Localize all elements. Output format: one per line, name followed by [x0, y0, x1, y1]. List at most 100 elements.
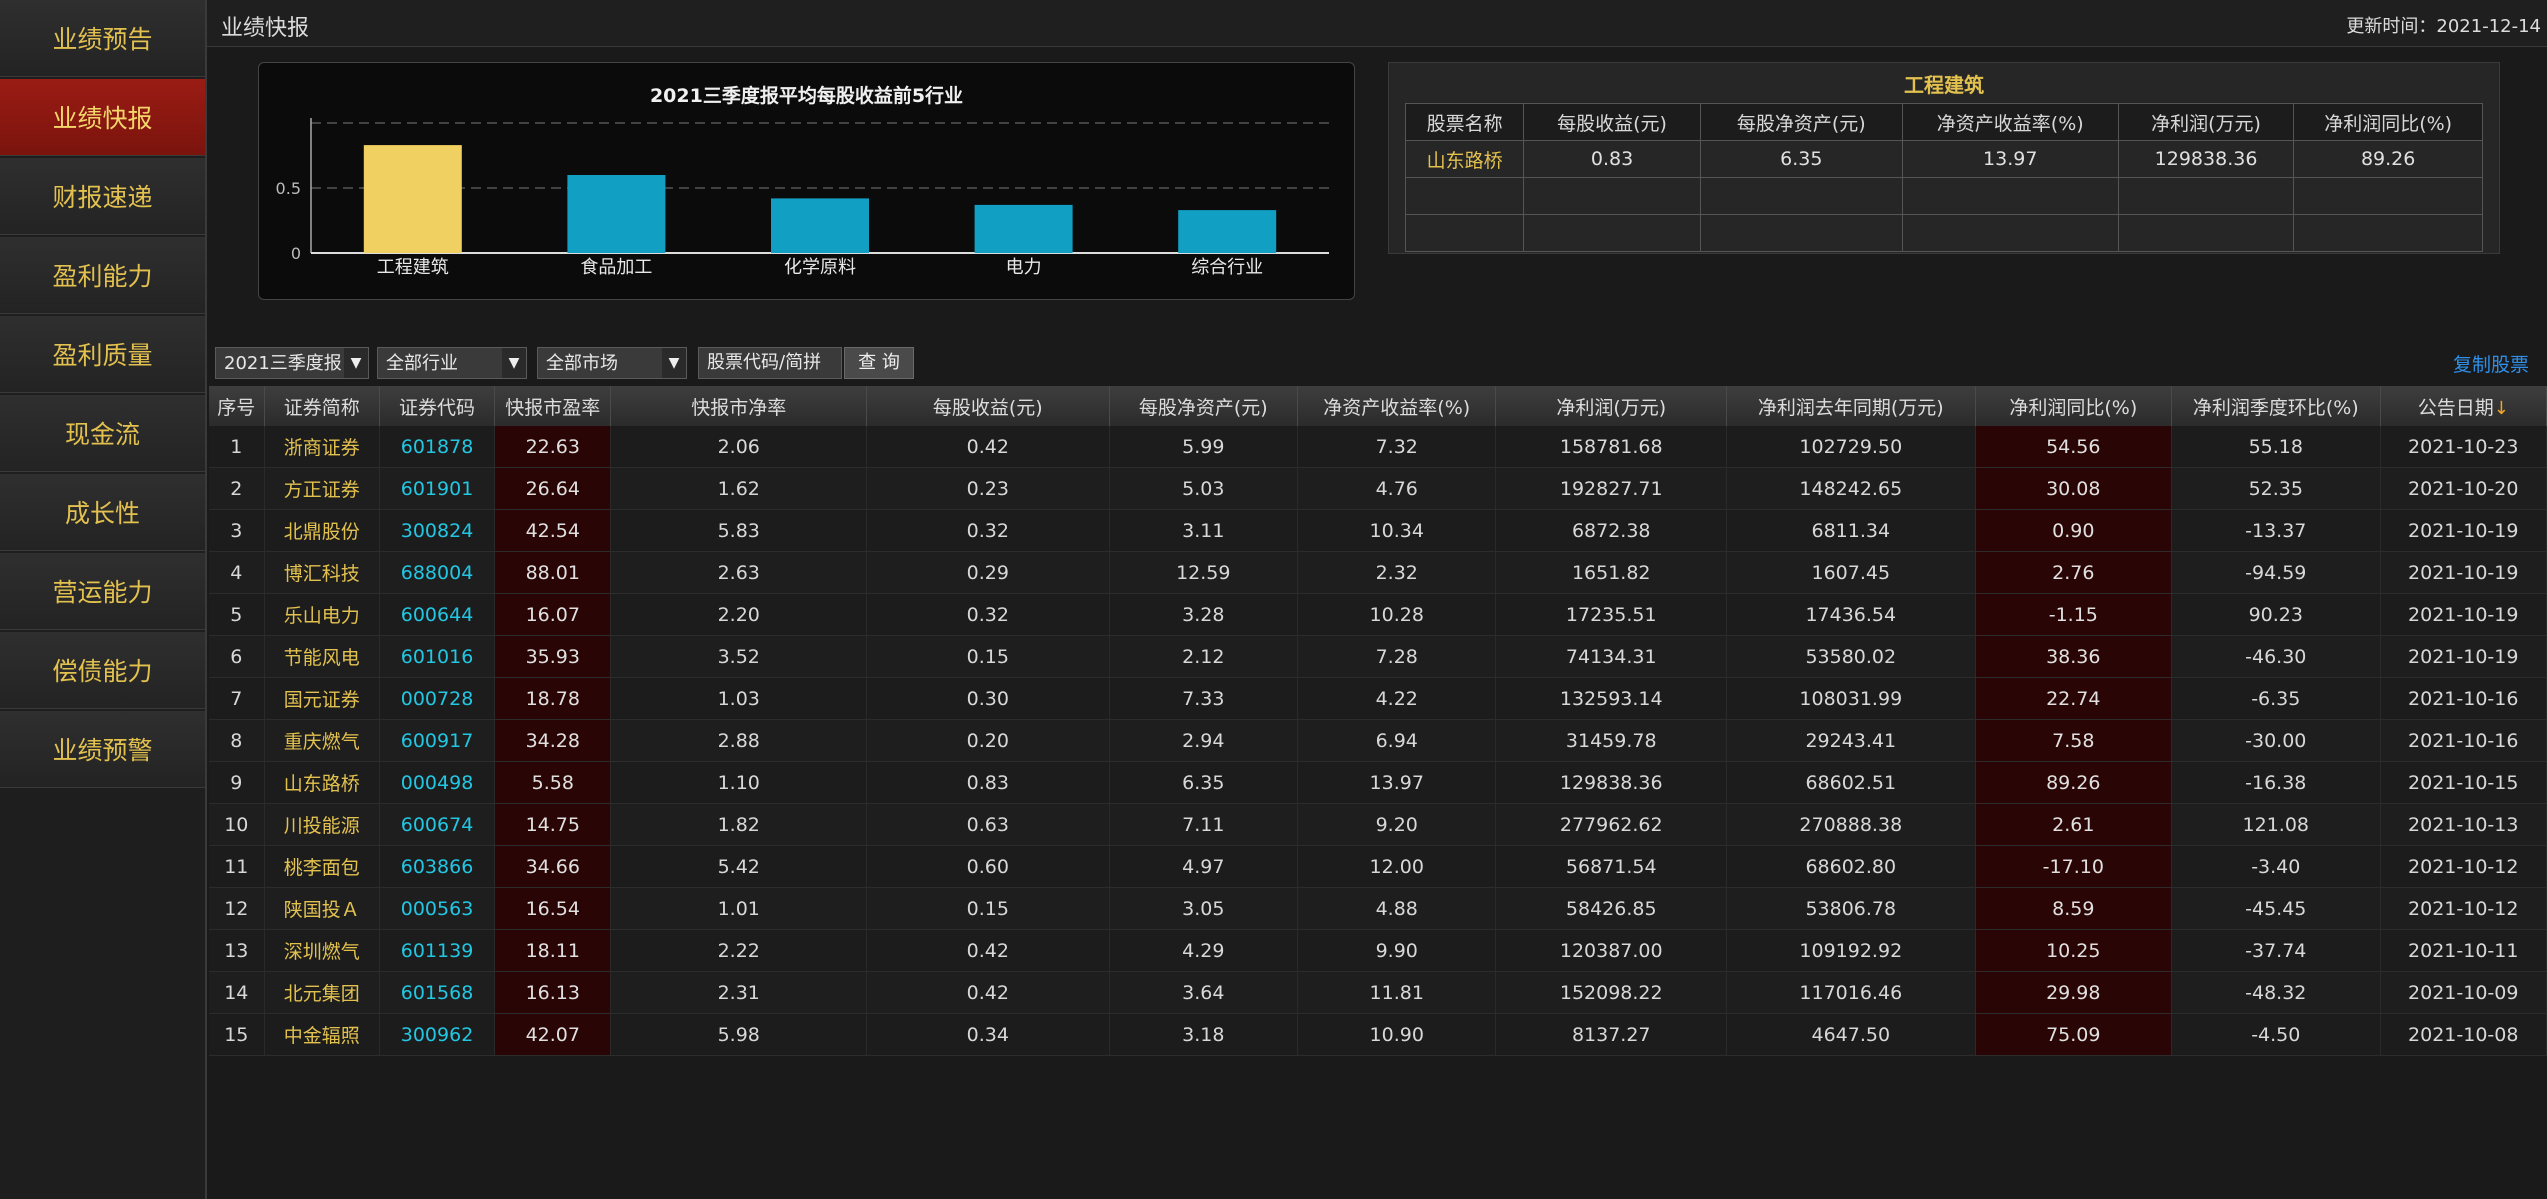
table-cell[interactable]: 000498 — [379, 761, 496, 804]
period-select[interactable]: 2021三季度报 ▼ — [215, 347, 369, 379]
table-cell: 17436.54 — [1726, 593, 1976, 636]
table-cell: 129838.36 — [1495, 761, 1727, 804]
table-cell[interactable]: 300824 — [379, 509, 496, 552]
table-cell[interactable]: 乐山电力 — [264, 593, 380, 636]
column-header[interactable]: 公告日期↓ — [2380, 386, 2547, 426]
table-cell[interactable]: 山东路桥 — [264, 761, 380, 804]
table-cell[interactable]: 300962 — [379, 1013, 496, 1056]
table-cell: 9.20 — [1297, 803, 1497, 846]
detail-cell: 129838.36 — [2117, 140, 2295, 178]
copy-stock-link[interactable]: 复制股票 — [2452, 354, 2529, 376]
sidebar-item-6[interactable]: 成长性 — [0, 474, 205, 551]
table-cell: 3 — [209, 509, 265, 552]
table-row[interactable]: 3 北鼎股份 300824 42.54 5.83 0.32 3.11 10.34 6872.38… — [209, 509, 2547, 552]
bar-3 — [974, 204, 1073, 253]
table-cell: 1607.45 — [1726, 551, 1976, 594]
column-header[interactable]: 证券简称 — [264, 386, 380, 426]
table-row[interactable]: 9 山东路桥 000498 5.58 1.10 0.83 6.35 13.97 129838.3… — [209, 761, 2547, 804]
table-cell[interactable]: 601139 — [379, 929, 496, 972]
sidebar-item-3[interactable]: 盈利能力 — [0, 237, 205, 314]
table-cell: 7.28 — [1297, 635, 1497, 678]
table-row[interactable]: 14 北元集团 601568 16.13 2.31 0.42 3.64 11.81 152098… — [209, 971, 2547, 1014]
column-header[interactable]: 快报市盈率 — [494, 386, 612, 426]
industry-select[interactable]: 全部行业 ▼ — [377, 347, 527, 379]
column-header[interactable]: 每股收益(元) — [866, 386, 1110, 426]
table-cell[interactable]: 600674 — [379, 803, 496, 846]
table-cell[interactable]: 000563 — [379, 887, 496, 930]
table-row[interactable]: 12 陕国投Ａ 000563 16.54 1.01 0.15 3.05 4.88 58426.8… — [209, 887, 2547, 930]
table-cell[interactable]: 国元证券 — [264, 677, 380, 720]
column-header[interactable]: 每股净资产(元) — [1109, 386, 1299, 426]
table-cell[interactable]: 川投能源 — [264, 803, 380, 846]
column-header[interactable]: 快报市净率 — [610, 386, 868, 426]
table-row[interactable]: 1 浙商证券 601878 22.63 2.06 0.42 5.99 7.32 158781.6… — [209, 426, 2547, 468]
column-header[interactable]: 证券代码 — [379, 386, 496, 426]
table-row[interactable]: 5 乐山电力 600644 16.07 2.20 0.32 3.28 10.28 17235.5… — [209, 593, 2547, 636]
table-cell[interactable]: 601901 — [379, 467, 496, 510]
table-cell[interactable]: 深圳燃气 — [264, 929, 380, 972]
table-cell[interactable]: 601878 — [379, 426, 496, 468]
table-cell[interactable]: 博汇科技 — [264, 551, 380, 594]
table-cell[interactable]: 000728 — [379, 677, 496, 720]
table-cell[interactable]: 桃李面包 — [264, 845, 380, 888]
column-header[interactable]: 净利润去年同期(万元) — [1726, 386, 1976, 426]
table-cell: 12.00 — [1297, 845, 1497, 888]
sidebar-item-0[interactable]: 业绩预告 — [0, 0, 205, 77]
sidebar-item-1[interactable]: 业绩快报 — [0, 79, 205, 156]
column-header[interactable]: 序号 — [209, 386, 265, 426]
table-cell: 68602.80 — [1726, 845, 1976, 888]
table-cell[interactable]: 600917 — [379, 719, 496, 762]
table-cell: 29.98 — [1975, 971, 2173, 1014]
table-cell[interactable]: 601568 — [379, 971, 496, 1014]
table-cell[interactable]: 节能风电 — [264, 635, 380, 678]
table-cell[interactable]: 603866 — [379, 845, 496, 888]
table-cell: 42.54 — [494, 509, 612, 552]
table-row[interactable]: 8 重庆燃气 600917 34.28 2.88 0.20 2.94 6.94 31459.78… — [209, 719, 2547, 762]
sidebar-item-7[interactable]: 营运能力 — [0, 553, 205, 630]
table-cell[interactable]: 601016 — [379, 635, 496, 678]
table-row[interactable]: 6 节能风电 601016 35.93 3.52 0.15 2.12 7.28 74134.31… — [209, 635, 2547, 678]
table-cell: 0.90 — [1975, 509, 2173, 552]
sidebar-item-5[interactable]: 现金流 — [0, 395, 205, 472]
table-cell[interactable]: 北鼎股份 — [264, 509, 380, 552]
table-cell: 2021-10-23 — [2380, 426, 2547, 468]
column-header[interactable]: 净利润(万元) — [1495, 386, 1727, 426]
table-cell: 9 — [209, 761, 265, 804]
bar-1 — [567, 175, 666, 253]
column-header[interactable]: 净利润同比(%) — [1975, 386, 2173, 426]
table-cell: 5.42 — [610, 845, 868, 888]
query-button[interactable]: 查 询 — [844, 347, 914, 379]
table-cell[interactable]: 重庆燃气 — [264, 719, 380, 762]
table-row[interactable]: 7 国元证券 000728 18.78 1.03 0.30 7.33 4.22 132593.1… — [209, 677, 2547, 720]
table-cell: 52.35 — [2171, 467, 2381, 510]
table-cell[interactable]: 陕国投Ａ — [264, 887, 380, 930]
stock-search-input[interactable]: 股票代码/简拼 — [698, 347, 842, 379]
table-cell: -30.00 — [2171, 719, 2381, 762]
market-select[interactable]: 全部市场 ▼ — [537, 347, 687, 379]
table-cell[interactable]: 浙商证券 — [264, 426, 380, 468]
detail-cell — [1404, 214, 1525, 252]
x-tick-label: 电力 — [1006, 257, 1042, 278]
column-header[interactable]: 净资产收益率(%) — [1297, 386, 1497, 426]
table-row[interactable]: 4 博汇科技 688004 88.01 2.63 0.29 12.59 2.32 1651.82… — [209, 551, 2547, 594]
table-cell[interactable]: 688004 — [379, 551, 496, 594]
table-cell[interactable]: 方正证券 — [264, 467, 380, 510]
table-cell: 0.23 — [866, 467, 1110, 510]
table-cell[interactable]: 中金辐照 — [264, 1013, 380, 1056]
table-row[interactable]: 11 桃李面包 603866 34.66 5.42 0.60 4.97 12.00 56871.… — [209, 845, 2547, 888]
table-cell: 2.76 — [1975, 551, 2173, 594]
sidebar-item-8[interactable]: 偿债能力 — [0, 632, 205, 709]
table-row[interactable]: 15 中金辐照 300962 42.07 5.98 0.34 3.18 10.90 8137.2… — [209, 1013, 2547, 1056]
table-row[interactable]: 13 深圳燃气 601139 18.11 2.22 0.42 4.29 9.90 120387.… — [209, 929, 2547, 972]
table-cell: 2 — [209, 467, 265, 510]
y-tick-label: 0 — [291, 244, 301, 263]
column-header[interactable]: 净利润季度环比(%) — [2171, 386, 2381, 426]
sidebar-item-9[interactable]: 业绩预警 — [0, 711, 205, 788]
table-cell[interactable]: 北元集团 — [264, 971, 380, 1014]
table-cell[interactable]: 600644 — [379, 593, 496, 636]
table-row[interactable]: 10 川投能源 600674 14.75 1.82 0.63 7.11 9.20 277962.… — [209, 803, 2547, 846]
column-header-label: 证券代码 — [399, 396, 476, 419]
sidebar-item-4[interactable]: 盈利质量 — [0, 316, 205, 393]
table-row[interactable]: 2 方正证券 601901 26.64 1.62 0.23 5.03 4.76 192827.7… — [209, 467, 2547, 510]
sidebar-item-2[interactable]: 财报速递 — [0, 158, 205, 235]
